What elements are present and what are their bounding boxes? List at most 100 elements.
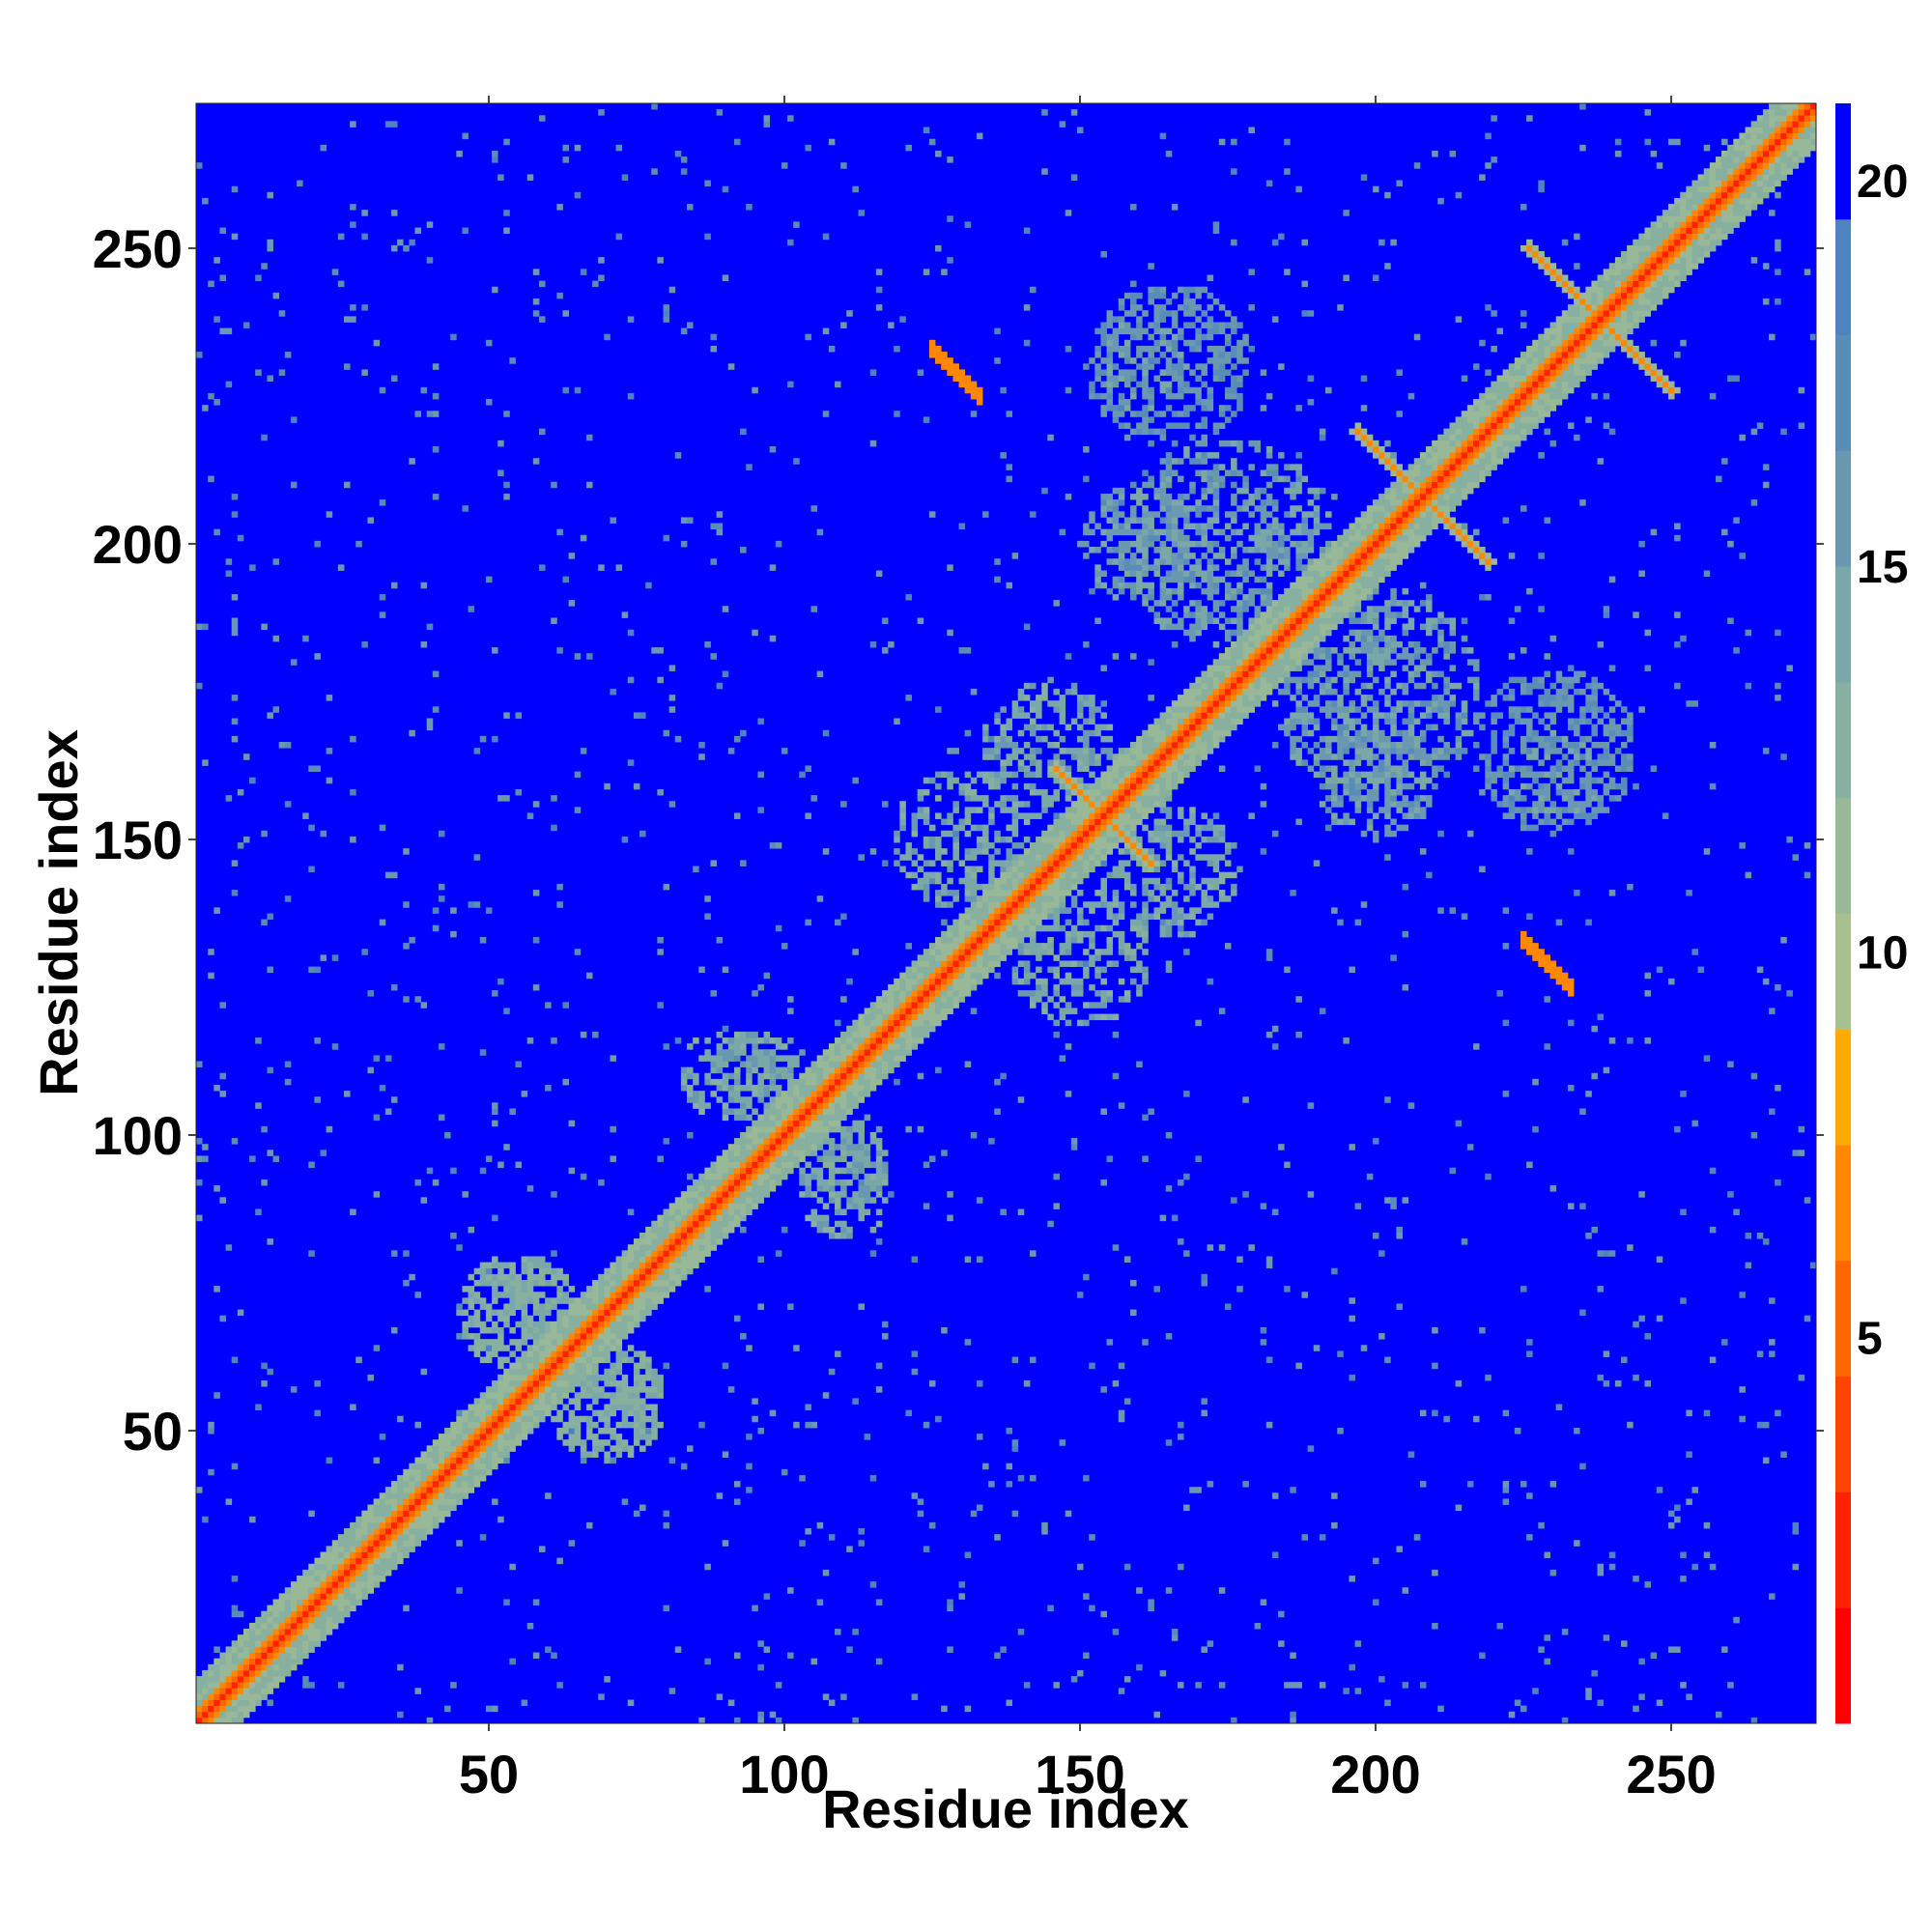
heatmap-cell bbox=[1059, 782, 1066, 790]
heatmap-cell bbox=[526, 1185, 534, 1192]
heatmap-cell bbox=[875, 1019, 883, 1027]
heatmap-cell bbox=[757, 1150, 764, 1156]
heatmap-cell bbox=[326, 695, 333, 701]
heatmap-cell bbox=[556, 1309, 563, 1317]
heatmap-cell bbox=[840, 1072, 847, 1080]
heatmap-cell bbox=[875, 1362, 883, 1370]
heatmap-cell bbox=[727, 1179, 735, 1186]
heatmap-cell bbox=[1023, 782, 1031, 790]
heatmap-cell bbox=[1089, 547, 1095, 554]
heatmap-cell bbox=[1089, 960, 1095, 967]
heatmap-cell bbox=[568, 1409, 576, 1417]
heatmap-cell bbox=[757, 1185, 764, 1192]
heatmap-cell bbox=[1118, 807, 1125, 813]
heatmap-cell bbox=[733, 1055, 741, 1062]
heatmap-cell bbox=[1136, 534, 1143, 542]
heatmap-cell bbox=[473, 1297, 481, 1304]
heatmap-cell bbox=[627, 1303, 635, 1310]
heatmap-cell bbox=[1070, 895, 1078, 902]
heatmap-cell bbox=[1076, 807, 1084, 813]
heatmap-cell bbox=[231, 1669, 239, 1677]
heatmap-cell bbox=[752, 1066, 758, 1074]
heatmap-cell bbox=[787, 1102, 794, 1109]
heatmap-cell bbox=[693, 1220, 699, 1228]
heatmap-cell bbox=[615, 1421, 623, 1429]
heatmap-cell bbox=[1094, 375, 1101, 383]
heatmap-cell bbox=[840, 1150, 847, 1156]
heatmap-cell bbox=[456, 150, 463, 157]
heatmap-cell bbox=[958, 996, 966, 1003]
heatmap-cell bbox=[438, 830, 445, 838]
heatmap-cell bbox=[1041, 788, 1048, 796]
heatmap-cell bbox=[964, 960, 972, 967]
heatmap-cell bbox=[1106, 735, 1114, 743]
heatmap-cell bbox=[231, 1705, 239, 1713]
heatmap-cell bbox=[1094, 890, 1101, 896]
heatmap-cell bbox=[1142, 759, 1149, 766]
heatmap-cell bbox=[757, 1078, 764, 1086]
heatmap-cell bbox=[267, 913, 273, 921]
heatmap-cell bbox=[787, 239, 794, 246]
heatmap-cell bbox=[928, 1521, 936, 1529]
heatmap-cell bbox=[1136, 924, 1143, 932]
heatmap-cell bbox=[627, 1326, 635, 1334]
heatmap-cell bbox=[846, 1167, 853, 1175]
heatmap-cell bbox=[213, 1705, 220, 1713]
heatmap-cell bbox=[645, 1415, 652, 1423]
heatmap-cell bbox=[1017, 919, 1025, 926]
heatmap-cell bbox=[1076, 936, 1084, 944]
heatmap-cell bbox=[456, 1587, 463, 1594]
heatmap-cell bbox=[1159, 907, 1167, 914]
heatmap-cell bbox=[556, 1368, 563, 1376]
heatmap-cell bbox=[1130, 954, 1137, 961]
heatmap-cell bbox=[326, 1593, 333, 1600]
heatmap-cell bbox=[438, 1457, 445, 1464]
heatmap-cell bbox=[390, 244, 398, 252]
heatmap-cell bbox=[384, 871, 392, 879]
heatmap-cell bbox=[1017, 712, 1025, 719]
heatmap-cell bbox=[1083, 830, 1090, 838]
heatmap-cell bbox=[799, 1167, 806, 1175]
heatmap-cell bbox=[355, 1534, 362, 1541]
heatmap-cell bbox=[409, 1521, 415, 1529]
heatmap-cell bbox=[1089, 511, 1095, 518]
heatmap-cell bbox=[693, 866, 699, 873]
heatmap-cell bbox=[585, 1362, 593, 1370]
heatmap-cell bbox=[633, 712, 640, 719]
heatmap-cell bbox=[1136, 990, 1143, 997]
heatmap-cell bbox=[881, 1321, 889, 1328]
heatmap-cell bbox=[314, 1605, 321, 1612]
heatmap-cell bbox=[615, 1333, 623, 1340]
heatmap-cell bbox=[426, 1468, 434, 1476]
heatmap-cell bbox=[763, 1037, 771, 1044]
heatmap-cell bbox=[1047, 860, 1054, 867]
heatmap-cell bbox=[337, 280, 345, 288]
heatmap-cell bbox=[444, 1705, 451, 1713]
heatmap-cell bbox=[1123, 381, 1131, 388]
heatmap-cell bbox=[379, 1434, 386, 1440]
heatmap-cell bbox=[740, 1333, 747, 1340]
heatmap-cell bbox=[367, 1534, 375, 1541]
heatmap-cell bbox=[917, 1510, 924, 1518]
heatmap-cell bbox=[492, 1292, 498, 1298]
heatmap-cell bbox=[1000, 860, 1007, 867]
heatmap-cell bbox=[468, 1286, 475, 1293]
heatmap-cell bbox=[414, 1481, 421, 1488]
heatmap-cell bbox=[1029, 854, 1037, 861]
heatmap-cell bbox=[1006, 582, 1013, 589]
heatmap-cell bbox=[1070, 860, 1078, 867]
heatmap-cell bbox=[958, 930, 966, 938]
heatmap-cell bbox=[568, 1386, 576, 1393]
heatmap-cell bbox=[1036, 812, 1042, 819]
heatmap-cell bbox=[615, 1398, 623, 1405]
heatmap-cell bbox=[302, 1622, 309, 1630]
heatmap-cell bbox=[1036, 990, 1042, 997]
heatmap-cell bbox=[337, 1587, 345, 1594]
heatmap-cell bbox=[970, 930, 978, 938]
heatmap-cell bbox=[344, 1587, 351, 1594]
heatmap-cell bbox=[911, 1008, 919, 1014]
heatmap-cell bbox=[556, 1386, 563, 1393]
heatmap-cell bbox=[1100, 777, 1107, 784]
heatmap-cell bbox=[1065, 830, 1072, 838]
heatmap-cell bbox=[657, 1273, 664, 1281]
